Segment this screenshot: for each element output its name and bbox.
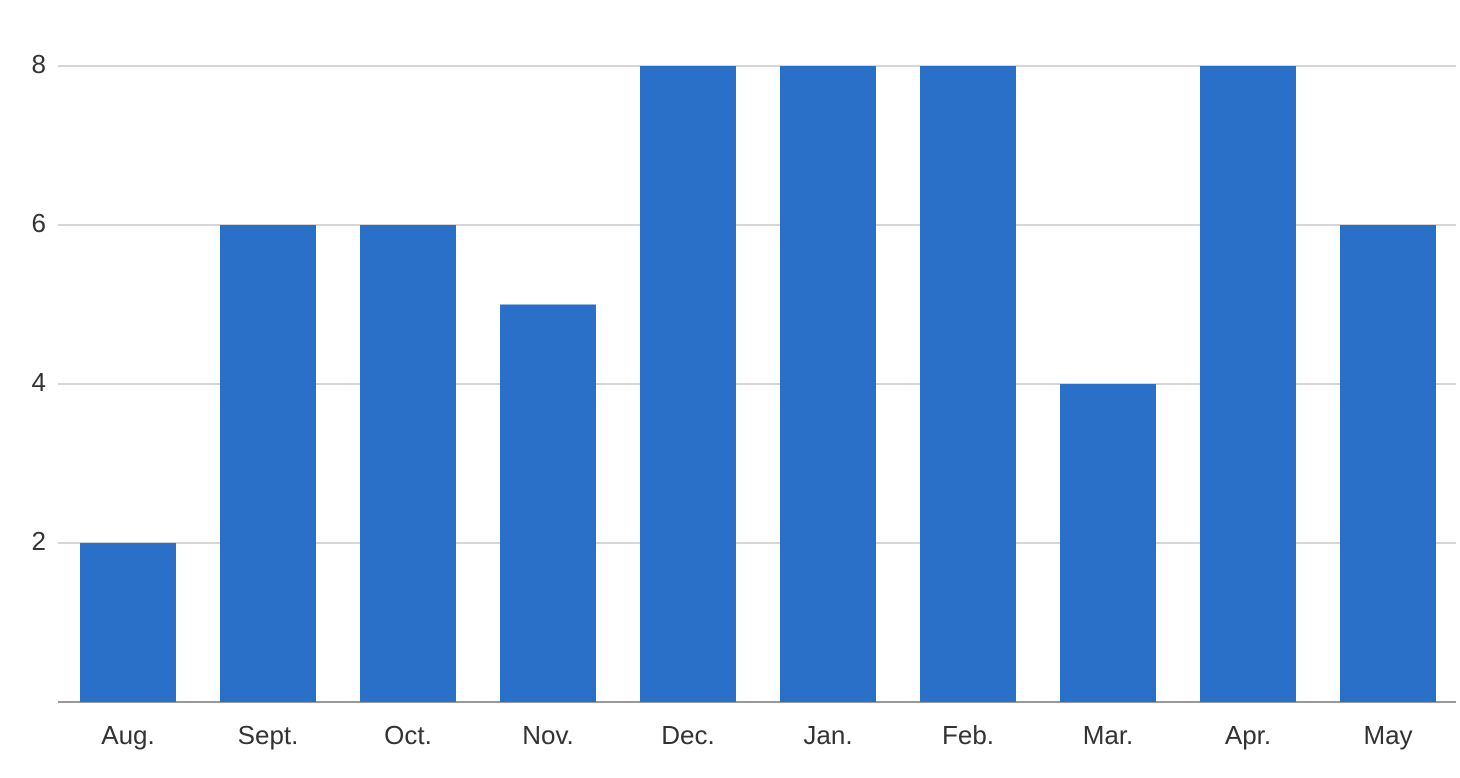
x-tick-label: Feb. [942, 720, 994, 750]
x-tick-label: Oct. [384, 720, 432, 750]
x-tick-label: Sept. [238, 720, 299, 750]
x-tick-label: Jan. [803, 720, 852, 750]
bar [640, 66, 736, 702]
x-tick-label: Dec. [661, 720, 714, 750]
x-tick-label: May [1363, 720, 1412, 750]
y-tick-label: 2 [32, 526, 46, 556]
x-tick-label: Apr. [1225, 720, 1271, 750]
bar [1340, 225, 1436, 702]
bar [500, 304, 596, 702]
bar [80, 543, 176, 702]
bar [780, 66, 876, 702]
x-tick-label: Nov. [522, 720, 574, 750]
bar [1200, 66, 1296, 702]
y-tick-label: 6 [32, 208, 46, 238]
bar [920, 66, 1016, 702]
x-tick-label: Aug. [101, 720, 155, 750]
bar [1060, 384, 1156, 702]
y-tick-label: 4 [32, 367, 46, 397]
x-tick-label: Mar. [1083, 720, 1134, 750]
y-tick-label: 8 [32, 49, 46, 79]
bar [220, 225, 316, 702]
bar [360, 225, 456, 702]
